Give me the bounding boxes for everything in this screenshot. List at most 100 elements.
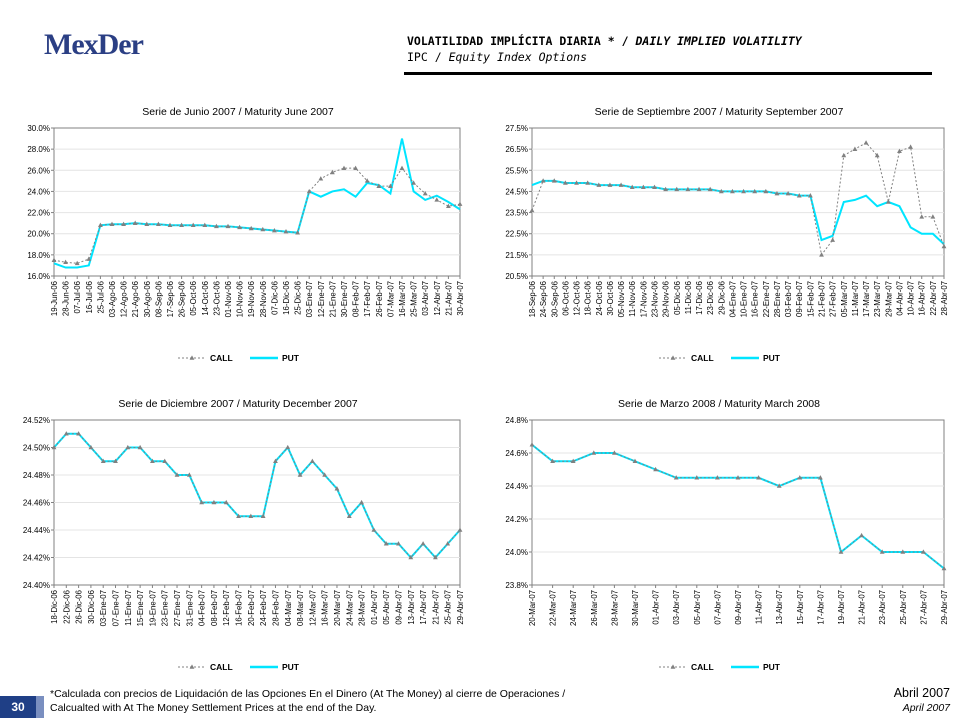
x-tick-label: 07-Mar-07	[386, 281, 395, 317]
x-tick-label: 26-Mar-07	[590, 590, 599, 626]
x-tick-label: 23-Oct-06	[212, 281, 221, 316]
call-point	[179, 222, 184, 228]
call-point	[364, 178, 370, 183]
x-tick-label: 26-Dic-06	[75, 590, 84, 624]
x-tick-label: 28-Abr-07	[940, 281, 949, 316]
x-tick-label: 15-Abr-07	[796, 590, 805, 625]
call-point	[529, 442, 535, 447]
series-call-line	[53, 433, 461, 559]
x-tick-label: 19-Jun-06	[50, 281, 59, 316]
x-tick-label: 19-Abr-07	[837, 590, 846, 625]
page-number: 30	[0, 696, 36, 718]
x-tick-label: 25-Abr-07	[444, 590, 453, 625]
chart-panel-march-2008: Serie de Marzo 2008 / Maturity March 200…	[482, 392, 956, 677]
y-tick-label: 24.40%	[23, 581, 50, 590]
x-tick-label: 16-Dic-06	[282, 281, 291, 315]
x-tick-label: 11-Dic-06	[684, 281, 693, 314]
call-point	[529, 207, 535, 213]
call-point	[715, 475, 720, 480]
x-tick-label: 23-Ene-07	[161, 590, 170, 626]
x-tick-label: 10-Ene-07	[740, 281, 749, 317]
call-point	[841, 152, 847, 158]
call-point	[653, 466, 658, 472]
x-tick-label: 29-Abr-07	[456, 590, 465, 625]
y-tick-label: 24.6%	[505, 449, 528, 458]
x-tick-label: 12-Ene-07	[317, 281, 326, 317]
chart-title: Serie de Marzo 2008 / Maturity March 200…	[618, 398, 820, 410]
y-tick-label: 28.0%	[27, 145, 50, 154]
call-point	[445, 541, 451, 546]
x-tick-label: 01-Nov-06	[224, 281, 233, 317]
call-point	[260, 513, 266, 519]
subtitle-english: Equity Index Options	[448, 50, 588, 64]
x-tick-label: 15-Feb-07	[806, 281, 815, 317]
x-tick-label: 24-Oct-06	[595, 281, 604, 316]
call-point	[446, 203, 451, 209]
chart-panel-september-2007: Serie de Septiembre 2007 / Maturity Sept…	[482, 100, 956, 368]
date-english: April 2007	[902, 702, 950, 714]
call-point	[137, 444, 143, 450]
call-point	[174, 472, 180, 477]
series-call-line	[531, 142, 945, 257]
x-tick-label: 20-Mar-07	[333, 590, 342, 626]
call-point	[741, 188, 746, 194]
call-point	[306, 188, 312, 194]
x-tick-label: 20-Mar-07	[528, 590, 537, 626]
call-point	[109, 221, 115, 226]
chart-march-2008: Serie de Marzo 2008 / Maturity March 200…	[505, 398, 949, 672]
call-point	[86, 256, 92, 261]
y-tick-label: 24.48%	[23, 471, 50, 480]
call-point	[776, 483, 782, 488]
x-tick-label: 31-Ene-07	[185, 590, 194, 626]
x-tick-label: 30-Ene-07	[340, 281, 349, 317]
x-tick-label: 07-Dic-06	[270, 281, 279, 315]
call-point	[908, 144, 913, 149]
x-tick-label: 29-Nov-06	[662, 281, 671, 317]
x-tick-label: 22-Abr-07	[929, 281, 938, 316]
call-point	[88, 444, 94, 450]
call-point	[283, 229, 289, 234]
x-tick-label: 07-Jul-06	[73, 281, 82, 314]
chart-title: Serie de Septiembre 2007 / Maturity Sept…	[595, 106, 844, 118]
x-tick-label: 23-Nov-06	[650, 281, 659, 317]
x-tick-label: 04-Abr-07	[895, 281, 904, 316]
y-tick-label: 25.5%	[505, 166, 528, 175]
call-point	[190, 222, 196, 228]
x-tick-label: 05-Nov-06	[617, 281, 626, 317]
x-tick-label: 01-Abr-07	[652, 590, 661, 625]
call-point	[696, 186, 702, 192]
x-tick-label: 16-Feb-07	[235, 590, 244, 626]
call-point	[132, 220, 138, 225]
call-point	[563, 180, 568, 185]
x-tick-label: 05-Dic-06	[673, 281, 682, 315]
x-tick-label: 25-Abr-07	[899, 590, 908, 625]
call-point	[756, 475, 761, 480]
x-tick-label: 12-Mar-07	[308, 590, 317, 626]
y-tick-label: 30.0%	[27, 124, 50, 133]
call-point	[763, 188, 769, 194]
call-point	[900, 549, 906, 554]
y-tick-label: 16.0%	[27, 272, 50, 281]
x-tick-label: 08-Feb-07	[210, 590, 219, 626]
x-tick-label: 08-Feb-07	[352, 281, 361, 317]
x-tick-label: 03-Feb-07	[784, 281, 793, 317]
x-tick-label: 09-Feb-07	[795, 281, 804, 317]
x-tick-label: 29-Abr-07	[940, 590, 949, 625]
call-point	[383, 541, 389, 546]
x-tick-label: 19-Nov-06	[247, 281, 256, 317]
call-point	[874, 152, 880, 158]
call-point	[346, 513, 352, 519]
footnote-line-1: *Calculada con precios de Liquidación de…	[50, 688, 566, 700]
x-tick-label: 18-Oct-06	[584, 281, 593, 316]
subtitle-spanish: IPC	[407, 50, 428, 64]
x-tick-label: 28-Nov-06	[259, 281, 268, 317]
call-point	[199, 499, 205, 505]
call-point	[457, 527, 463, 532]
x-tick-label: 26-Feb-07	[375, 281, 384, 317]
x-tick-label: 16-Ene-07	[751, 281, 760, 317]
x-tick-label: 04-Ene-07	[728, 281, 737, 317]
x-tick-label: 12-Feb-07	[222, 590, 231, 626]
y-tick-label: 24.50%	[23, 444, 50, 453]
header-title: VOLATILIDAD IMPLÍCITA DIARIA * / DAILY I…	[407, 33, 802, 49]
call-point	[551, 178, 557, 183]
